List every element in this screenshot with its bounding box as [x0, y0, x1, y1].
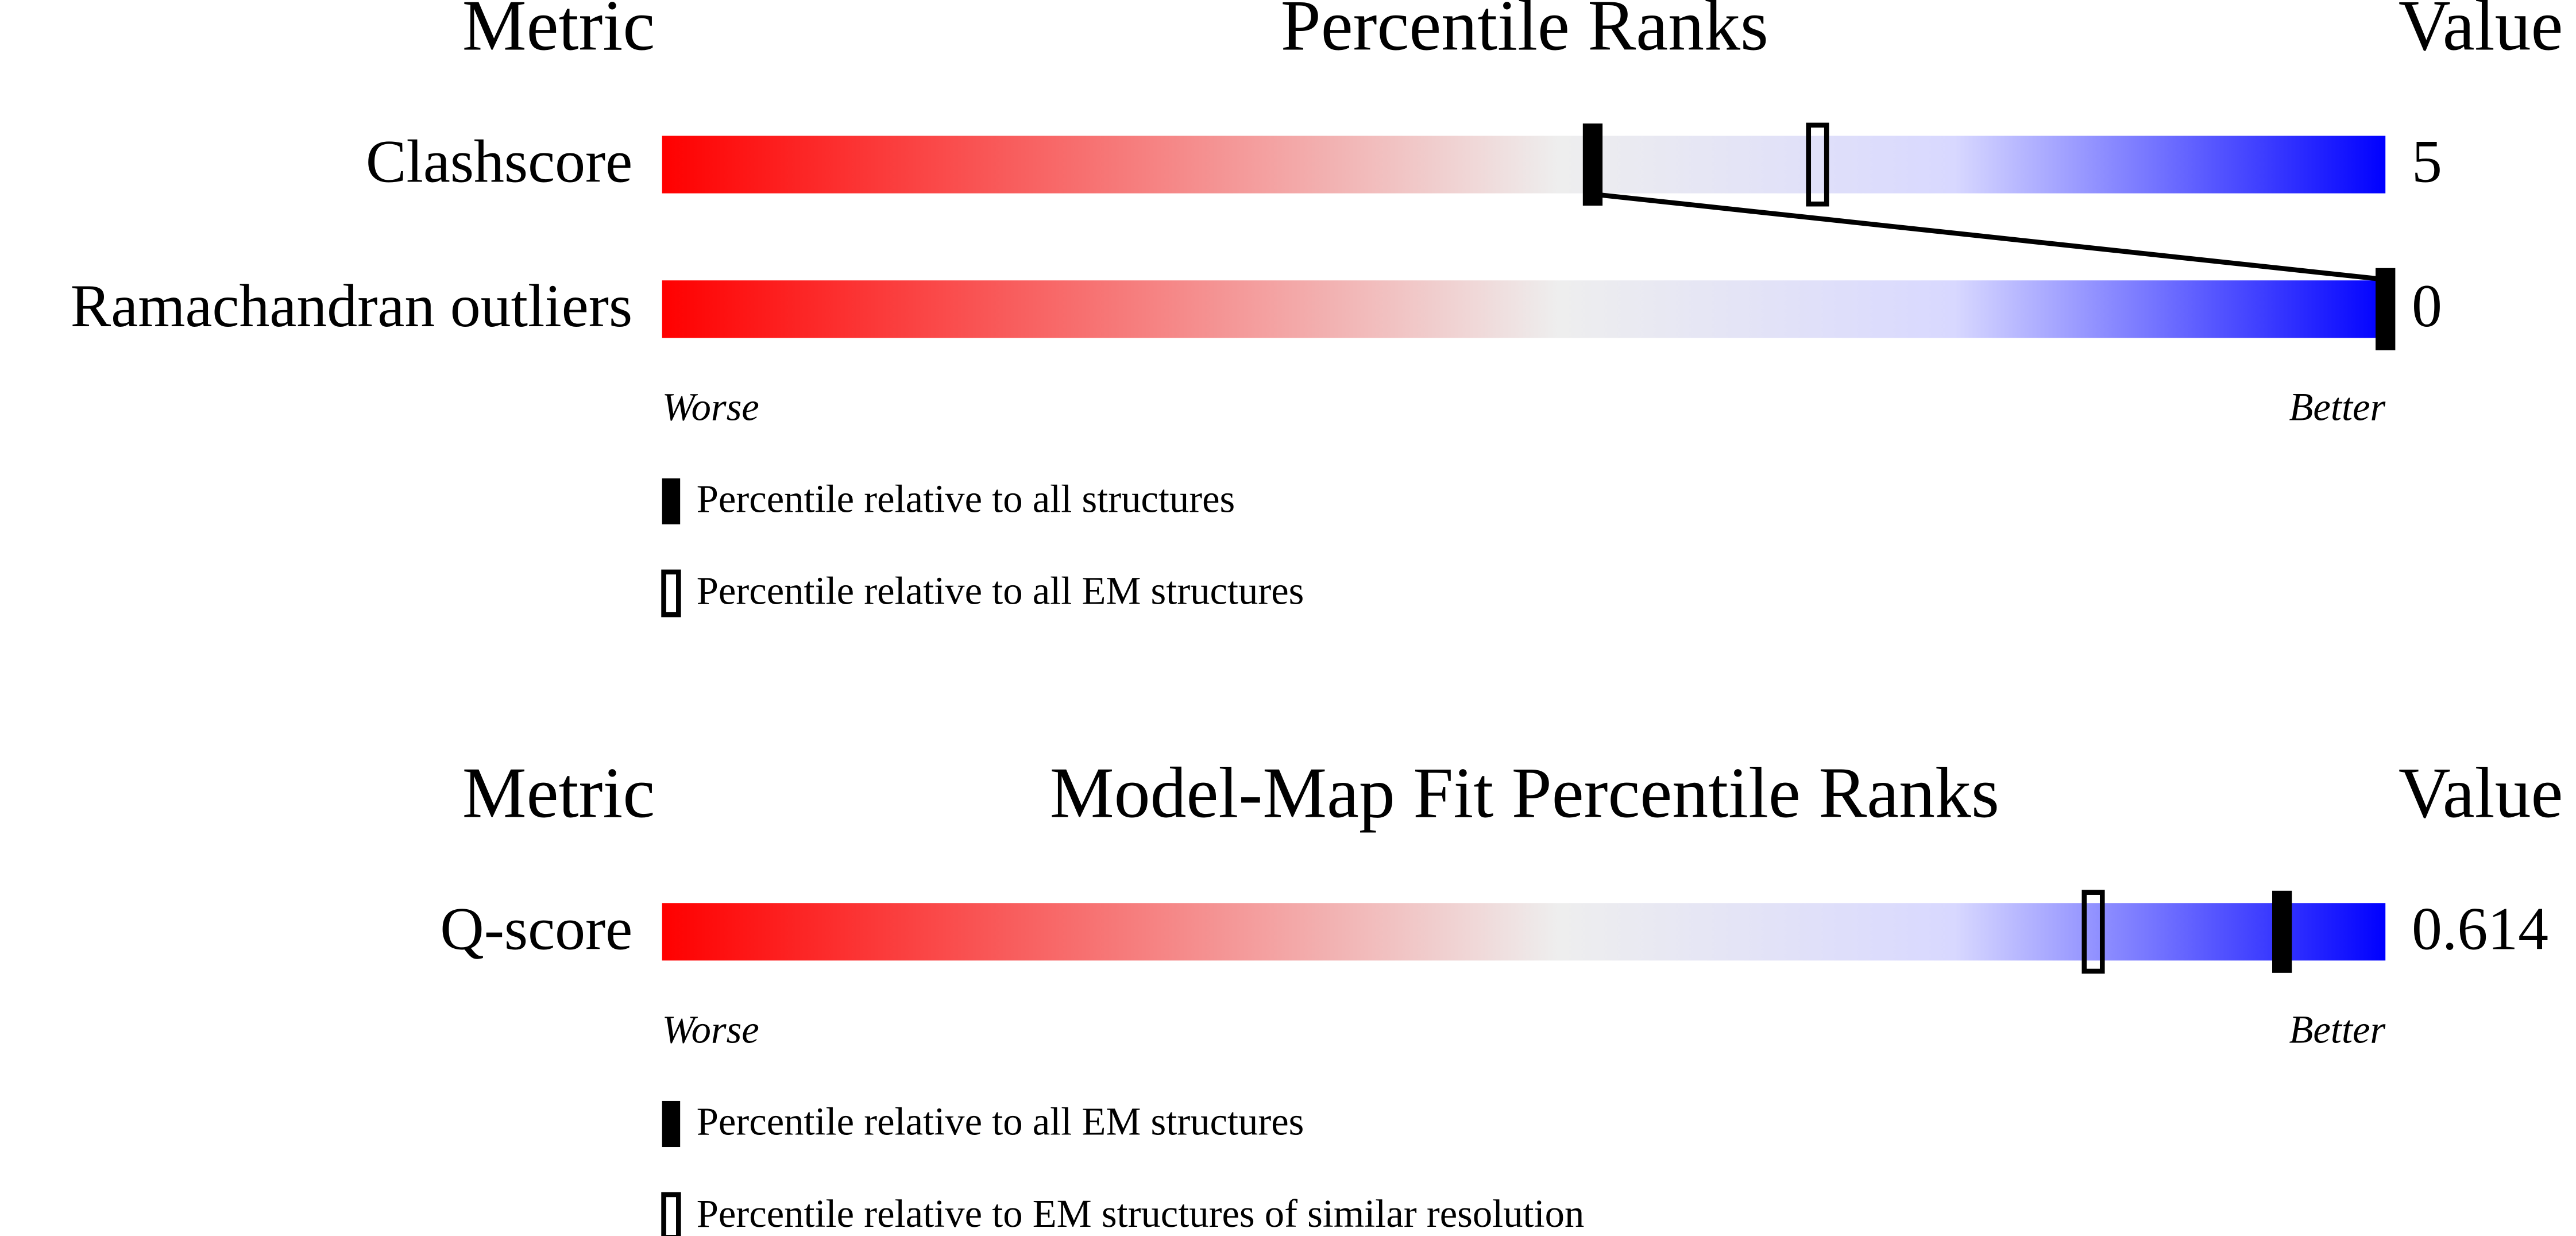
slider-bar [662, 280, 2386, 338]
metric-name: Clashscore [366, 128, 632, 195]
percentile-marker-filled [2376, 268, 2396, 350]
percentile-marker-filled [1582, 123, 1603, 206]
header-value: Value [2399, 753, 2563, 833]
percentile-marker-open [2081, 890, 2105, 974]
legend-icon-filled [662, 478, 681, 524]
legend-icon-open [661, 1192, 681, 1236]
header-metric: Metric [462, 0, 655, 66]
slider-bar [662, 903, 2386, 961]
percentile-marker-open [1806, 122, 1829, 207]
legend-icon-open [661, 569, 681, 617]
header-metric: Metric [462, 753, 655, 833]
legend-label: Percentile relative to all structures [697, 477, 1235, 521]
legend-label: Percentile relative to all EM structures [697, 569, 1304, 613]
slider-bar [662, 136, 2386, 194]
legend-label: Percentile relative to all EM structures [697, 1100, 1304, 1144]
metric-value: 0.614 [2412, 895, 2548, 962]
metric-name: Q-score [440, 895, 632, 962]
axis-label-better: Better [2289, 385, 2386, 428]
legend-icon-filled [662, 1100, 681, 1148]
header-value: Value [2399, 0, 2563, 66]
metric-value: 0 [2412, 272, 2442, 339]
axis-label-better: Better [2289, 1007, 2386, 1051]
header-title: Model-Map Fit Percentile Ranks [1050, 753, 1999, 833]
legend-label: Percentile relative to EM structures of … [697, 1192, 1585, 1235]
header-title: Percentile Ranks [1281, 0, 1768, 66]
metric-value: 5 [2412, 128, 2442, 195]
percentile-marker-filled [2272, 890, 2292, 973]
axis-label-worse: Worse [662, 1007, 759, 1051]
connector-line [1592, 191, 2386, 283]
metric-name: Ramachandran outliers [71, 272, 633, 339]
axis-label-worse: Worse [662, 385, 759, 428]
